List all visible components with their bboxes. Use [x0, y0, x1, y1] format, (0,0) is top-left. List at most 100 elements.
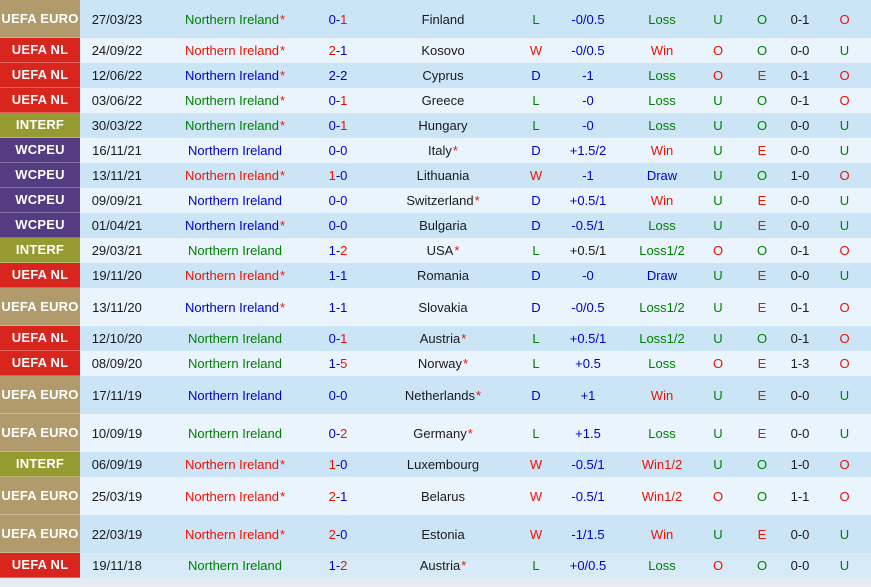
home-team-name: Northern Ireland — [184, 43, 279, 58]
home-team: Northern Ireland * — [154, 515, 316, 553]
away-team-name: Cyprus — [422, 68, 464, 83]
home-team: Northern Ireland * — [154, 163, 316, 188]
result-letter: W — [529, 168, 543, 183]
asian-handicap: -0/0.5 — [571, 299, 605, 315]
over-under-halftime: O — [839, 299, 850, 315]
home-team: Northern Ireland — [154, 326, 316, 351]
home-team: Northern Ireland — [154, 138, 316, 163]
odd-even: O — [756, 118, 768, 133]
away-team: Austria * — [360, 553, 526, 578]
match-date: 30/03/22 — [91, 118, 143, 133]
odd-even: E — [757, 387, 767, 403]
match-row: UEFA EURO 25/03/19 Northern Ireland * 2-1 Bel… — [0, 477, 871, 515]
halftime-score: 1-0 — [790, 168, 810, 183]
match-date: 10/09/19 — [91, 425, 143, 441]
home-indicator-star: * — [279, 457, 285, 472]
home-team: Northern Ireland * — [154, 263, 316, 288]
fulltime-score: 2-1 — [316, 38, 360, 63]
away-team: Hungary — [360, 113, 526, 138]
ft-away-goals: 1 — [340, 488, 348, 504]
halftime-score: 0-0 — [790, 193, 810, 208]
match-row: INTERF 30/03/22 Northern Ireland * 0-1 Hungar… — [0, 113, 871, 138]
home-team-name: Northern Ireland — [188, 356, 282, 371]
away-team-name: Bulgaria — [419, 218, 467, 233]
asian-handicap: -0/0.5 — [571, 43, 605, 58]
match-date: 12/10/20 — [91, 331, 143, 346]
handicap-result: Draw — [646, 168, 678, 183]
match-date: 22/03/19 — [91, 526, 143, 542]
asian-handicap: +0.5/1 — [569, 193, 607, 208]
match-date: 29/03/21 — [91, 243, 143, 258]
ft-away-goals: 1 — [340, 268, 348, 283]
match-date: 25/03/19 — [91, 488, 143, 504]
away-team: Belarus — [360, 477, 526, 515]
asian-handicap: -0.5/1 — [571, 457, 605, 472]
competition-badge: UEFA NL — [0, 553, 80, 578]
asian-handicap: +0.5/1 — [569, 331, 607, 346]
home-team-name: Northern Ireland — [184, 488, 279, 504]
ft-away-goals: 2 — [340, 68, 348, 83]
away-team-name: Luxembourg — [406, 457, 480, 472]
competition-badge: UEFA EURO — [0, 288, 80, 326]
over-under-halftime: U — [839, 143, 850, 158]
ft-home-goals: 1 — [328, 168, 336, 183]
result-letter: W — [529, 457, 543, 472]
home-team-name: Northern Ireland — [188, 331, 282, 346]
competition-badge: UEFA EURO — [0, 0, 80, 38]
asian-handicap: +0/0.5 — [569, 558, 607, 573]
away-team: Cyprus — [360, 63, 526, 88]
odd-even: E — [757, 268, 767, 283]
fulltime-score: 1-0 — [316, 452, 360, 477]
match-row: WCPEU 01/04/21 Northern Ireland * 0-0 Bulgari… — [0, 213, 871, 238]
away-team: Greece — [360, 88, 526, 113]
away-team-name: Norway — [417, 356, 462, 371]
asian-handicap: -0.5/1 — [571, 218, 605, 233]
handicap-result: Loss — [648, 118, 676, 133]
away-team-name: Romania — [416, 268, 470, 283]
score-dash: - — [335, 299, 341, 315]
result-letter: D — [531, 193, 541, 208]
asian-handicap: -0.5/1 — [571, 488, 605, 504]
over-under-fulltime: O — [712, 558, 724, 573]
over-under-fulltime: U — [713, 299, 723, 315]
match-row: UEFA NL 03/06/22 Northern Ireland * 0-1 Greec… — [0, 88, 871, 113]
home-team-name: Northern Ireland — [184, 68, 279, 83]
ft-home-goals: 2 — [328, 488, 336, 504]
ft-away-goals: 1 — [340, 118, 348, 133]
score-dash: - — [335, 43, 341, 58]
score-dash: - — [335, 143, 341, 158]
match-row: UEFA EURO 22/03/19 Northern Ireland * 2-0 Est… — [0, 515, 871, 553]
ft-home-goals: 0 — [328, 387, 336, 403]
away-team: Austria * — [360, 326, 526, 351]
fulltime-score: 0-1 — [316, 113, 360, 138]
ft-away-goals: 0 — [340, 193, 348, 208]
home-indicator-star: * — [279, 43, 285, 58]
match-date: 01/04/21 — [91, 218, 143, 233]
halftime-score: 0-1 — [790, 299, 810, 315]
home-team: Northern Ireland — [154, 553, 316, 578]
away-team-name: Slovakia — [418, 299, 468, 315]
over-under-halftime: O — [839, 457, 850, 472]
away-team-name: Austria — [419, 331, 461, 346]
handicap-result: Win — [650, 143, 674, 158]
result-letter: D — [531, 387, 541, 403]
result-letter: D — [531, 143, 541, 158]
home-indicator-star: * — [463, 356, 469, 371]
over-under-halftime: U — [839, 218, 850, 233]
over-under-fulltime: U — [713, 168, 723, 183]
home-team-name: Northern Ireland — [184, 168, 279, 183]
over-under-halftime: U — [839, 558, 850, 573]
score-dash: - — [335, 526, 341, 542]
ft-away-goals: 2 — [340, 558, 348, 573]
ft-away-goals: 5 — [340, 356, 348, 371]
odd-even: O — [756, 11, 768, 27]
handicap-result: Loss — [648, 93, 676, 108]
score-dash: - — [335, 425, 341, 441]
away-team: Finland — [360, 0, 526, 38]
ft-away-goals: 0 — [340, 218, 348, 233]
over-under-fulltime: O — [712, 43, 724, 58]
score-dash: - — [335, 457, 341, 472]
ft-away-goals: 2 — [340, 243, 348, 258]
home-team-name: Northern Ireland — [184, 11, 279, 27]
match-date: 24/09/22 — [91, 43, 143, 58]
